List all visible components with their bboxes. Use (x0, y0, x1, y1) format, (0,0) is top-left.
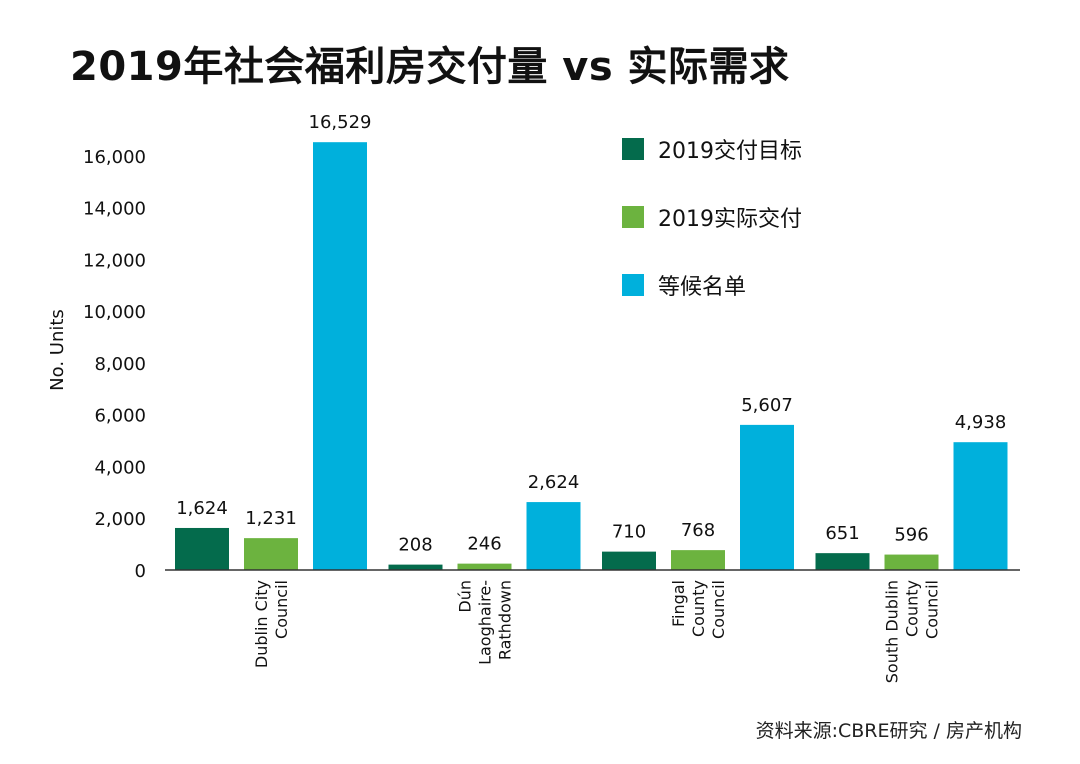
legend-swatch (622, 274, 644, 296)
bar-value-label: 208 (398, 535, 432, 556)
bar (740, 424, 794, 570)
legend-label: 等候名单 (658, 275, 746, 300)
category-label-line: South Dublin (883, 580, 902, 683)
y-tick-label: 16,000 (83, 147, 146, 168)
bars (175, 142, 1008, 570)
y-tick-label: 6,000 (94, 406, 146, 427)
y-tick-label: 14,000 (83, 199, 146, 220)
category-label-line: Council (272, 580, 291, 639)
category-label-line: County (689, 580, 708, 637)
bar-value-label: 2,624 (528, 472, 580, 493)
category-label-line: Council (923, 580, 942, 639)
chart-title: 2019年社会福利房交付量 vs 实际需求 (70, 44, 790, 90)
category-label-line: Dublin City (252, 580, 271, 668)
bar-value-label: 5,607 (741, 395, 793, 416)
category-label-line: Laoghaire- (476, 580, 495, 665)
y-tick-label: 10,000 (83, 302, 146, 323)
bar-value-label: 246 (467, 534, 501, 555)
bar (388, 564, 443, 570)
y-tick-label: 2,000 (94, 509, 146, 530)
legend-swatch (622, 206, 644, 228)
bar (815, 553, 870, 570)
bar (244, 538, 298, 570)
category-label: Fingal County Council (669, 580, 728, 639)
legend-swatch (622, 138, 644, 160)
bar-value-label: 710 (612, 522, 646, 543)
category-labels: Dublin City Council Dún Laoghaire- Rathdown F… (252, 580, 942, 683)
bar (526, 502, 581, 570)
category-label-line: Council (709, 580, 728, 639)
y-tick-label: 0 (135, 561, 146, 582)
category-label-line: Dún (456, 580, 475, 613)
bar-value-label: 16,529 (309, 112, 372, 133)
bar-value-labels: 1,624 1,231 16,529 208 246 2,624 710 768 5,607 65… (176, 112, 1006, 555)
y-tick-label: 8,000 (94, 354, 146, 375)
category-label-line: Rathdown (496, 580, 515, 660)
bar (457, 563, 512, 570)
bar (884, 554, 939, 570)
y-axis-ticks: 0 2,000 4,000 6,000 8,000 10,000 12,000 14,000 1… (83, 147, 146, 582)
bar-value-label: 4,938 (955, 412, 1007, 433)
legend-label: 2019交付目标 (658, 139, 802, 164)
bar-value-label: 768 (681, 520, 715, 541)
category-label: Dún Laoghaire- Rathdown (456, 580, 515, 665)
category-label-line: County (903, 580, 922, 637)
category-label: South Dublin County Council (883, 580, 942, 683)
category-label-line: Fingal (669, 580, 688, 627)
category-label: Dublin City Council (252, 580, 291, 668)
bar (953, 442, 1008, 570)
y-tick-label: 12,000 (83, 250, 146, 271)
bar-value-label: 596 (894, 525, 928, 546)
bar (175, 527, 229, 570)
legend-label: 2019实际交付 (658, 207, 802, 232)
bar-value-label: 1,231 (245, 508, 297, 529)
bar-value-label: 651 (825, 523, 859, 544)
source-note: 资料来源:CBRE研究 / 房产机构 (755, 720, 1022, 742)
y-axis-label: No. Units (47, 309, 68, 391)
bar (313, 142, 367, 570)
y-tick-label: 4,000 (94, 457, 146, 478)
bar (602, 551, 656, 570)
bar-value-label: 1,624 (176, 498, 228, 519)
bar (671, 550, 725, 570)
